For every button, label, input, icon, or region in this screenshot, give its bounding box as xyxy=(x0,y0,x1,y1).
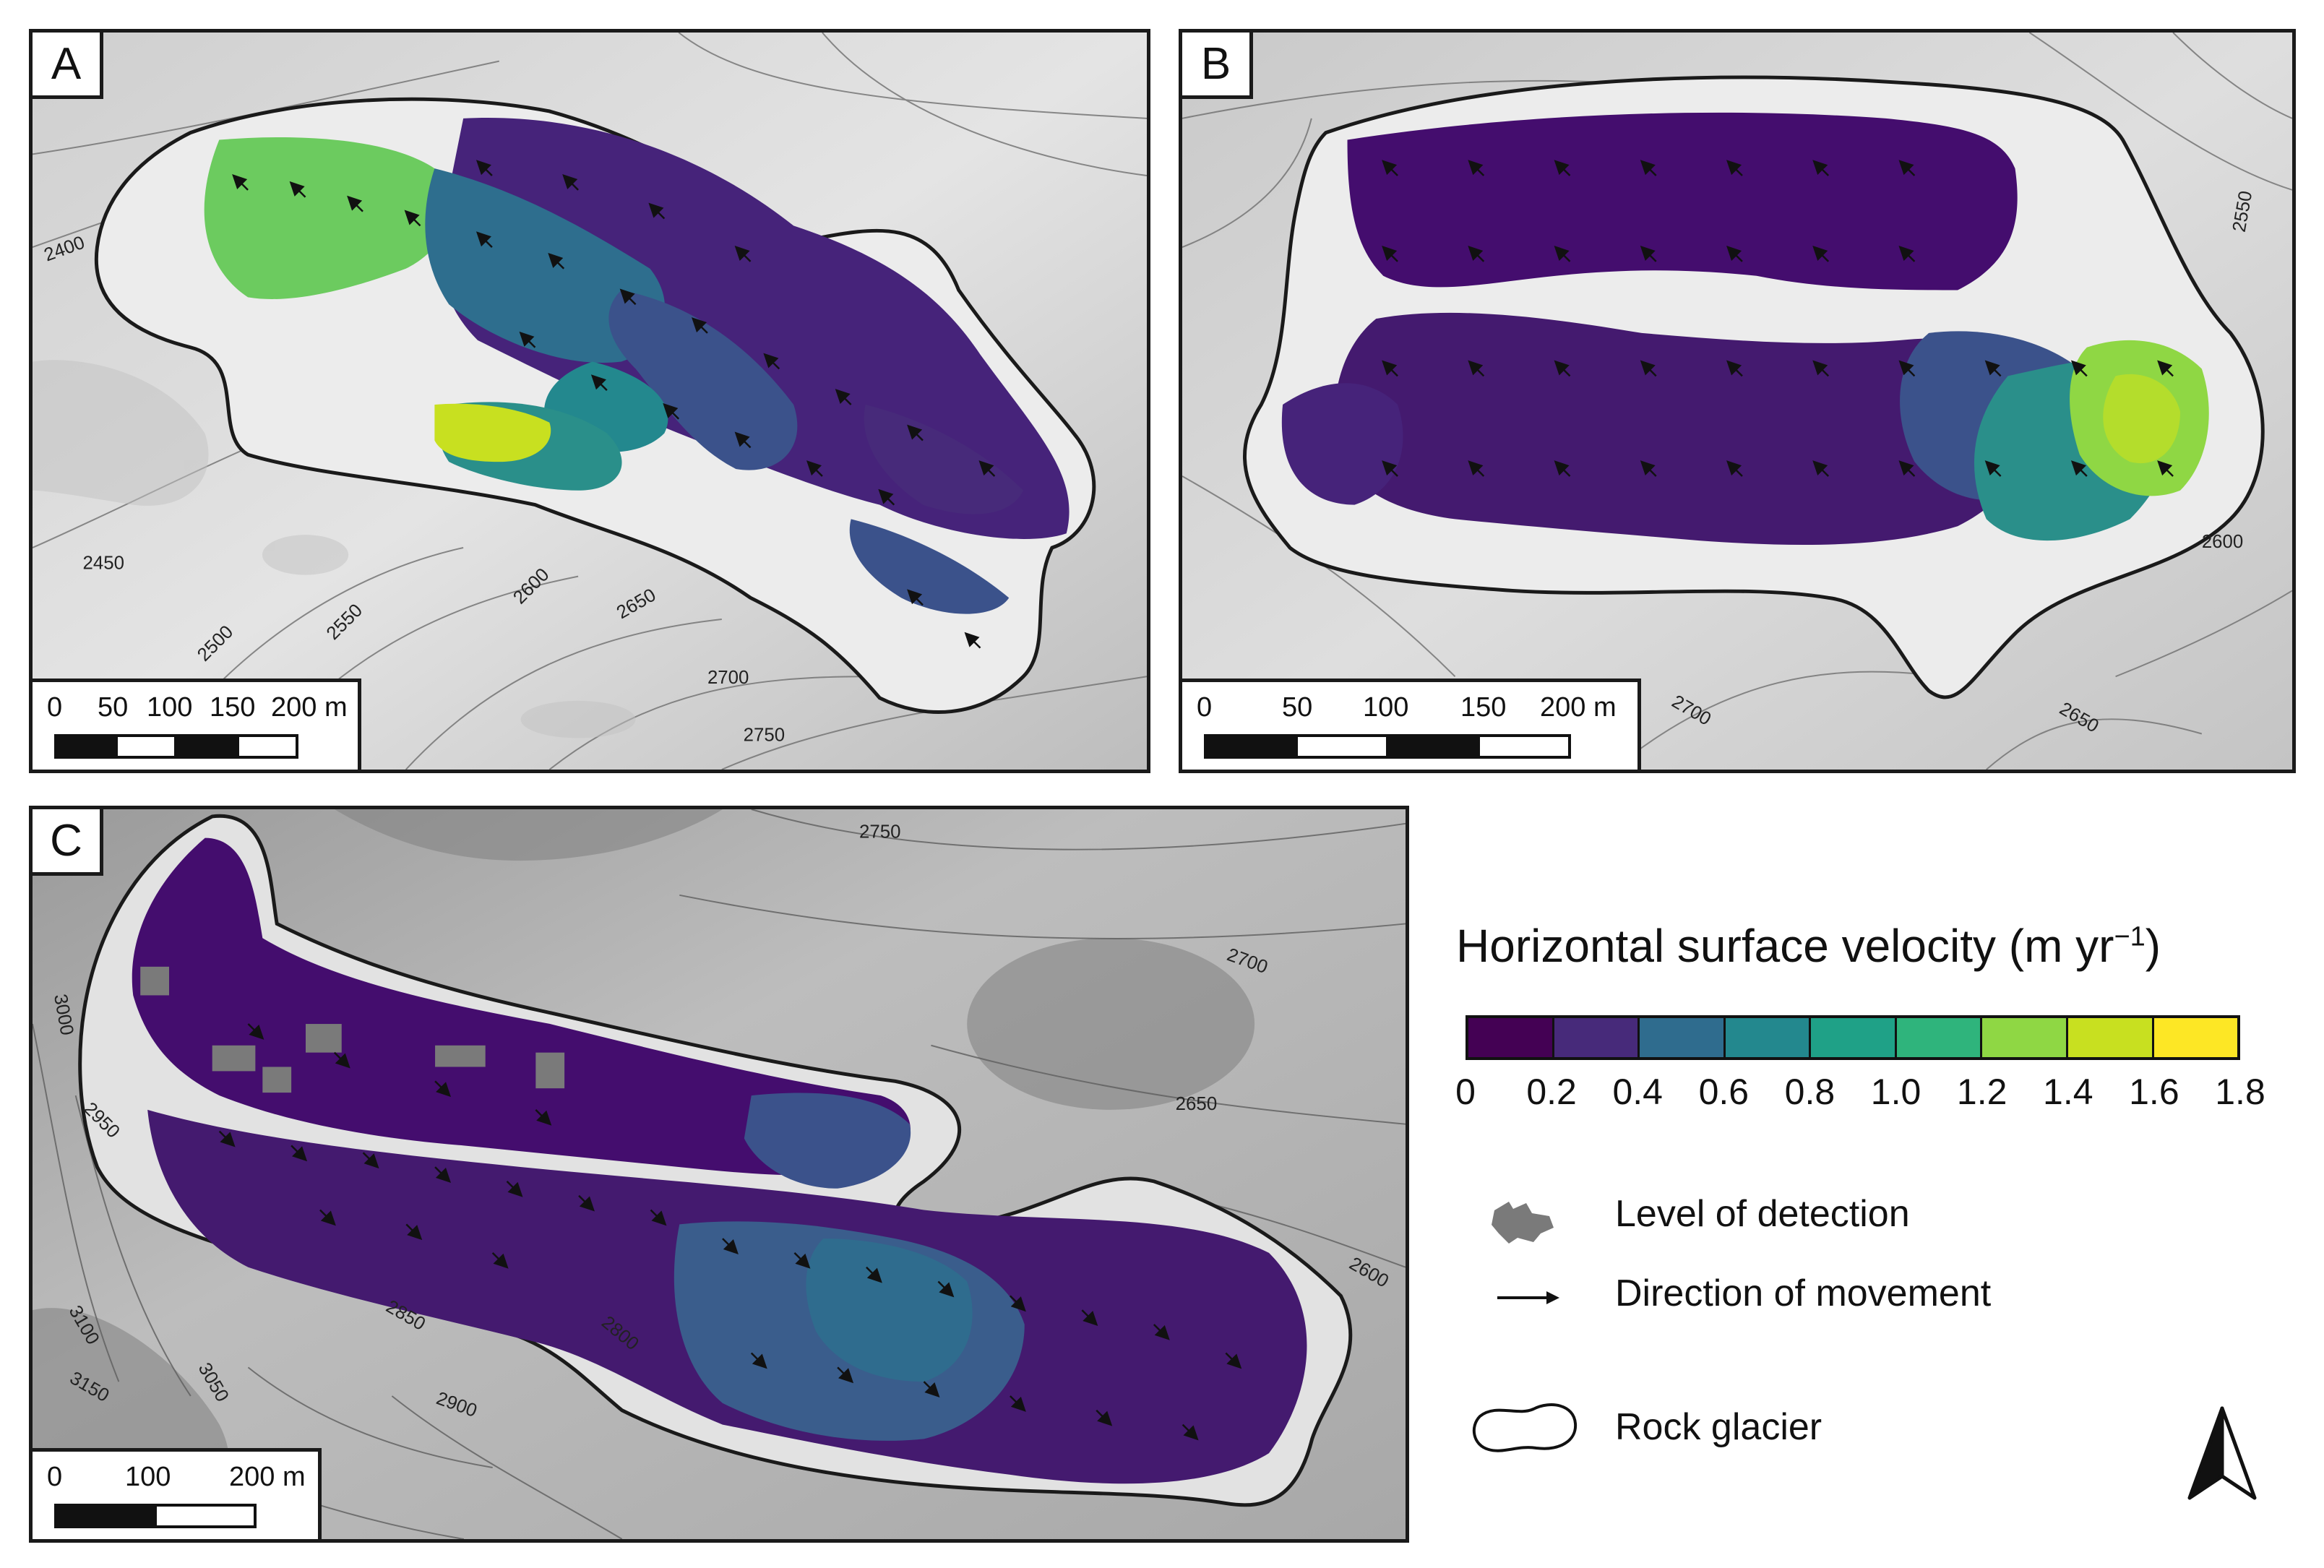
scale-tick: 100 xyxy=(125,1462,171,1492)
panel-a: 2400 2450 2500 2550 2600 2650 2700 2750 … xyxy=(29,29,1150,773)
scale-segment xyxy=(176,734,238,759)
colorbar-tick-label: 1.4 xyxy=(2043,1072,2093,1112)
panel-b: 2550 2600 2650 2700 B 0 50 100 150 200 m xyxy=(1179,29,2296,773)
contour-label-2450: 2450 xyxy=(83,553,124,574)
colorbar-tick-label: 1.2 xyxy=(1956,1072,2007,1112)
contour-label-2600: 2600 xyxy=(2202,532,2243,552)
lod-patch-icon xyxy=(1492,1202,1554,1244)
colorbar-cell xyxy=(2067,1018,2154,1057)
scale-segment xyxy=(154,1504,257,1528)
colorbar-cell xyxy=(1468,1018,1554,1057)
panel-a-outside-terrain xyxy=(33,360,636,738)
panel-c-movement-arrows xyxy=(218,1023,1242,1441)
colorbar-cell xyxy=(1811,1018,1897,1057)
scale-segment xyxy=(54,734,116,759)
contour-label-2750: 2750 xyxy=(744,725,785,745)
panel-b-contours xyxy=(1182,33,2292,770)
scale-tick: 100 xyxy=(147,692,193,723)
colorbar-tick-label: 0.2 xyxy=(1526,1072,1577,1112)
north-arrow-icon xyxy=(2187,1406,2257,1500)
colorbar-tick-label: 0 xyxy=(1455,1072,1476,1112)
scale-tick: 200 m xyxy=(229,1462,306,1492)
legend-title-text: Horizontal surface velocity (m yr xyxy=(1456,920,2114,972)
legend-title: Horizontal surface velocity (m yr−1) xyxy=(1456,919,2161,973)
panel-c-contours xyxy=(33,809,1406,1539)
panel-a-label: A xyxy=(33,33,103,99)
panel-b-velocity-field xyxy=(1281,112,2209,546)
colorbar-cell xyxy=(1982,1018,2068,1057)
scale-tick: 200 m xyxy=(1540,692,1617,723)
panel-c-label: C xyxy=(33,809,103,876)
scale-segment xyxy=(1477,734,1571,759)
scale-tick: 0 xyxy=(47,692,63,723)
scale-tick: 200 m xyxy=(271,692,348,723)
scale-tick: 50 xyxy=(1282,692,1313,723)
panel-a-movement-arrows xyxy=(232,160,996,649)
panel-b-label: B xyxy=(1182,33,1253,99)
panel-b-movement-arrows xyxy=(1382,160,2174,477)
legend-rock-glacier: Rock glacier xyxy=(1615,1406,1822,1448)
contour-label-2650: 2650 xyxy=(1176,1094,1218,1114)
panel-a-scale-bar: 0 50 100 150 200 m xyxy=(33,679,361,770)
scale-segment xyxy=(1295,734,1389,759)
legend-level-of-detection: Level of detection xyxy=(1615,1193,1910,1235)
panel-a-map: 2400 2450 2500 2550 2600 2650 2700 2750 xyxy=(33,33,1147,770)
scale-tick: 0 xyxy=(47,1462,63,1492)
scale-tick: 100 xyxy=(1363,692,1409,723)
scale-segment xyxy=(236,734,298,759)
panel-c: 2750 2700 2650 2600 3000 2950 2850 2900 … xyxy=(29,806,1409,1543)
contour-label-2700: 2700 xyxy=(707,668,749,688)
colorbar-cell xyxy=(2153,1018,2238,1057)
velocity-colorbar xyxy=(1466,1015,2240,1060)
scale-tick: 50 xyxy=(98,692,129,723)
panel-b-map: 2550 2600 2650 2700 xyxy=(1182,33,2292,770)
arrow-icon xyxy=(1497,1291,1559,1304)
scale-tick: 0 xyxy=(1197,692,1213,723)
panel-c-lod-patches xyxy=(140,966,565,1093)
colorbar-tick-label: 0.4 xyxy=(1612,1072,1663,1112)
colorbar-tick-label: 1.0 xyxy=(1870,1072,1921,1112)
scale-segment xyxy=(1386,734,1480,759)
panel-b-scale-bar: 0 50 100 150 200 m xyxy=(1182,679,1641,770)
colorbar-tick-label: 0.8 xyxy=(1784,1072,1835,1112)
colorbar-cell xyxy=(1725,1018,1812,1057)
colorbar-cell xyxy=(1554,1018,1640,1057)
rock-glacier-outline-icon xyxy=(1473,1403,1578,1452)
colorbar-tick-label: 1.8 xyxy=(2215,1072,2265,1112)
panel-c-scale-bar: 0 100 200 m xyxy=(33,1448,322,1539)
scale-segment xyxy=(54,1504,157,1528)
colorbar-cell xyxy=(1640,1018,1726,1057)
legend-title-exponent: −1 xyxy=(2114,921,2146,952)
legend-title-close: ) xyxy=(2145,920,2161,972)
scale-segment xyxy=(1204,734,1298,759)
scale-tick: 150 xyxy=(210,692,256,723)
contour-label-2750: 2750 xyxy=(859,822,901,843)
legend-direction-of-movement: Direction of movement xyxy=(1615,1272,1992,1314)
scale-segment xyxy=(115,734,177,759)
colorbar-tick-label: 1.6 xyxy=(2129,1072,2179,1112)
panel-c-map: 2750 2700 2650 2600 3000 2950 2850 2900 … xyxy=(33,809,1406,1539)
scale-tick: 150 xyxy=(1460,692,1507,723)
colorbar-tick-label: 0.6 xyxy=(1698,1072,1750,1112)
colorbar-cell xyxy=(1896,1018,1983,1057)
